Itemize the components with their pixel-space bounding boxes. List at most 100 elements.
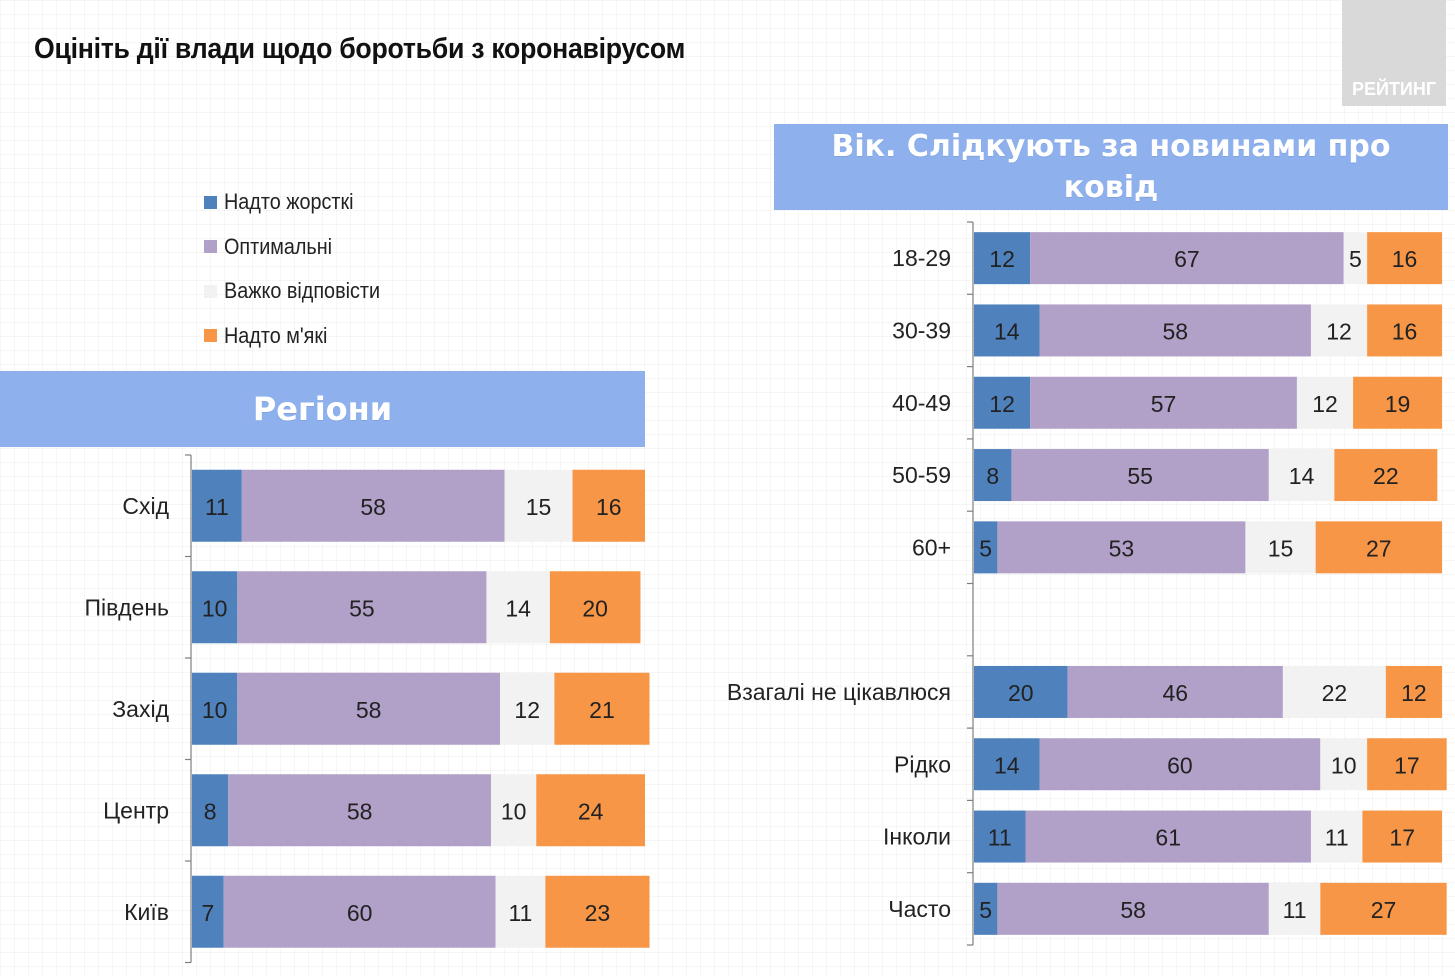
bar-segment-hard-to-say bbox=[490, 774, 537, 847]
data-label: 27 bbox=[1371, 897, 1397, 923]
bar-segment-optimal bbox=[241, 469, 505, 542]
bar-segment-optimal bbox=[1025, 810, 1311, 863]
category-label: Схід bbox=[122, 493, 169, 519]
data-label: 12 bbox=[1312, 391, 1338, 417]
category-label: 30-39 bbox=[892, 317, 951, 343]
bar-segment-too-strict bbox=[192, 774, 229, 847]
data-label: 60 bbox=[347, 900, 373, 926]
bar-segment-hard-to-say bbox=[1320, 738, 1368, 791]
bar-segment-too-soft bbox=[549, 571, 641, 644]
data-label: 61 bbox=[1155, 825, 1181, 851]
bar-segment-hard-to-say bbox=[1310, 304, 1368, 357]
logo-text: РЕЙТИНГ bbox=[1351, 79, 1437, 99]
bar-segment-optimal bbox=[223, 875, 496, 948]
data-label: 14 bbox=[994, 318, 1020, 344]
bar-segment-too-soft bbox=[572, 469, 645, 542]
category-label: Київ bbox=[124, 899, 169, 925]
legend-item-hard-to-say: Важко відповісти bbox=[204, 269, 397, 314]
bar-segment-hard-to-say bbox=[1282, 665, 1386, 718]
data-label: 58 bbox=[360, 494, 386, 520]
bar-segment-optimal bbox=[1039, 304, 1311, 357]
bar-segment-too-soft bbox=[1353, 376, 1442, 429]
data-label: 57 bbox=[1151, 391, 1177, 417]
data-label: 15 bbox=[1268, 535, 1294, 561]
data-label: 23 bbox=[585, 900, 611, 926]
bar-segment-hard-to-say bbox=[486, 571, 550, 644]
bar-segment-optimal bbox=[1030, 376, 1297, 429]
data-label: 14 bbox=[1289, 463, 1315, 489]
legend-label: Надто жорсткі bbox=[224, 189, 354, 215]
bar-segment-optimal bbox=[1067, 665, 1283, 718]
bar-segment-too-soft bbox=[545, 875, 650, 948]
bar-segment-too-soft bbox=[1362, 810, 1442, 863]
bar-segment-hard-to-say bbox=[1268, 882, 1321, 935]
data-label: 27 bbox=[1366, 535, 1392, 561]
category-label: 18-29 bbox=[892, 245, 951, 271]
category-label: Південь bbox=[85, 594, 170, 620]
data-label: 12 bbox=[989, 246, 1015, 272]
data-label: 46 bbox=[1162, 680, 1188, 706]
data-label: 5 bbox=[979, 535, 992, 561]
bar-segment-optimal bbox=[237, 571, 487, 644]
bar-segment-hard-to-say bbox=[1268, 449, 1335, 502]
bar-segment-too-soft bbox=[1334, 449, 1438, 502]
bar-segment-too-soft bbox=[1320, 882, 1447, 935]
bar-segment-too-strict bbox=[974, 738, 1040, 791]
legend-swatch bbox=[204, 329, 217, 343]
data-label: 53 bbox=[1109, 535, 1135, 561]
data-label: 58 bbox=[1120, 897, 1146, 923]
bar-segment-too-soft bbox=[1367, 738, 1447, 791]
data-label: 58 bbox=[347, 798, 373, 824]
data-label: 12 bbox=[989, 391, 1015, 417]
bar-segment-too-soft bbox=[554, 672, 650, 745]
bar-segment-too-strict bbox=[974, 665, 1068, 718]
data-label: 58 bbox=[356, 697, 382, 723]
bar-segment-too-soft bbox=[536, 774, 645, 847]
data-label: 14 bbox=[505, 595, 531, 621]
data-label: 12 bbox=[514, 697, 540, 723]
data-label: 16 bbox=[1392, 246, 1418, 272]
data-label: 5 bbox=[979, 897, 992, 923]
data-label: 55 bbox=[1127, 463, 1153, 489]
data-label: 11 bbox=[1283, 897, 1307, 923]
category-label: Рідко bbox=[894, 751, 951, 777]
data-label: 22 bbox=[1322, 680, 1348, 706]
legend: Надто жорсткі Оптимальні Важко відповіст… bbox=[204, 180, 397, 358]
data-label: 14 bbox=[994, 752, 1020, 778]
bar-segment-too-soft bbox=[1385, 665, 1442, 718]
data-label: 5 bbox=[1349, 246, 1362, 272]
bar-segment-too-strict bbox=[192, 672, 238, 745]
bar-segment-too-strict bbox=[974, 376, 1031, 429]
legend-label: Важко відповісти bbox=[224, 278, 381, 304]
data-label: 58 bbox=[1162, 318, 1188, 344]
data-label: 15 bbox=[526, 494, 552, 520]
legend-swatch bbox=[204, 195, 217, 209]
regions-chart-title: Регіони bbox=[0, 371, 645, 447]
category-label: Центр bbox=[103, 797, 169, 823]
data-label: 10 bbox=[501, 798, 527, 824]
rating-logo: РЕЙТИНГ bbox=[1342, 0, 1446, 106]
bar-segment-too-strict bbox=[192, 875, 224, 948]
bar-segment-too-strict bbox=[974, 882, 998, 935]
legend-label: Надто м'які bbox=[224, 322, 328, 348]
bar-segment-optimal bbox=[228, 774, 491, 847]
bar-segment-hard-to-say bbox=[1310, 810, 1363, 863]
data-label: 11 bbox=[205, 494, 229, 520]
bar-segment-too-strict bbox=[192, 571, 238, 644]
bar-segment-hard-to-say bbox=[500, 672, 555, 745]
age-news-chart-title: Вік. Слідкують за новинами про ковід bbox=[774, 124, 1448, 210]
bar-segment-optimal bbox=[1039, 738, 1321, 791]
bar-segment-hard-to-say bbox=[504, 469, 573, 542]
bar-segment-too-strict bbox=[974, 810, 1026, 863]
bar-segment-too-strict bbox=[192, 469, 242, 542]
legend-item-optimal: Оптимальні bbox=[204, 225, 397, 270]
data-label: 22 bbox=[1373, 463, 1399, 489]
data-label: 12 bbox=[1326, 318, 1352, 344]
category-label: 50-59 bbox=[892, 462, 951, 488]
data-label: 16 bbox=[1392, 318, 1418, 344]
data-label: 11 bbox=[1325, 825, 1349, 851]
category-label: Взагалі не цікавлюся bbox=[727, 679, 951, 705]
bar-segment-hard-to-say bbox=[1343, 232, 1368, 285]
bar-segment-too-strict bbox=[974, 304, 1040, 357]
data-label: 21 bbox=[589, 697, 615, 723]
